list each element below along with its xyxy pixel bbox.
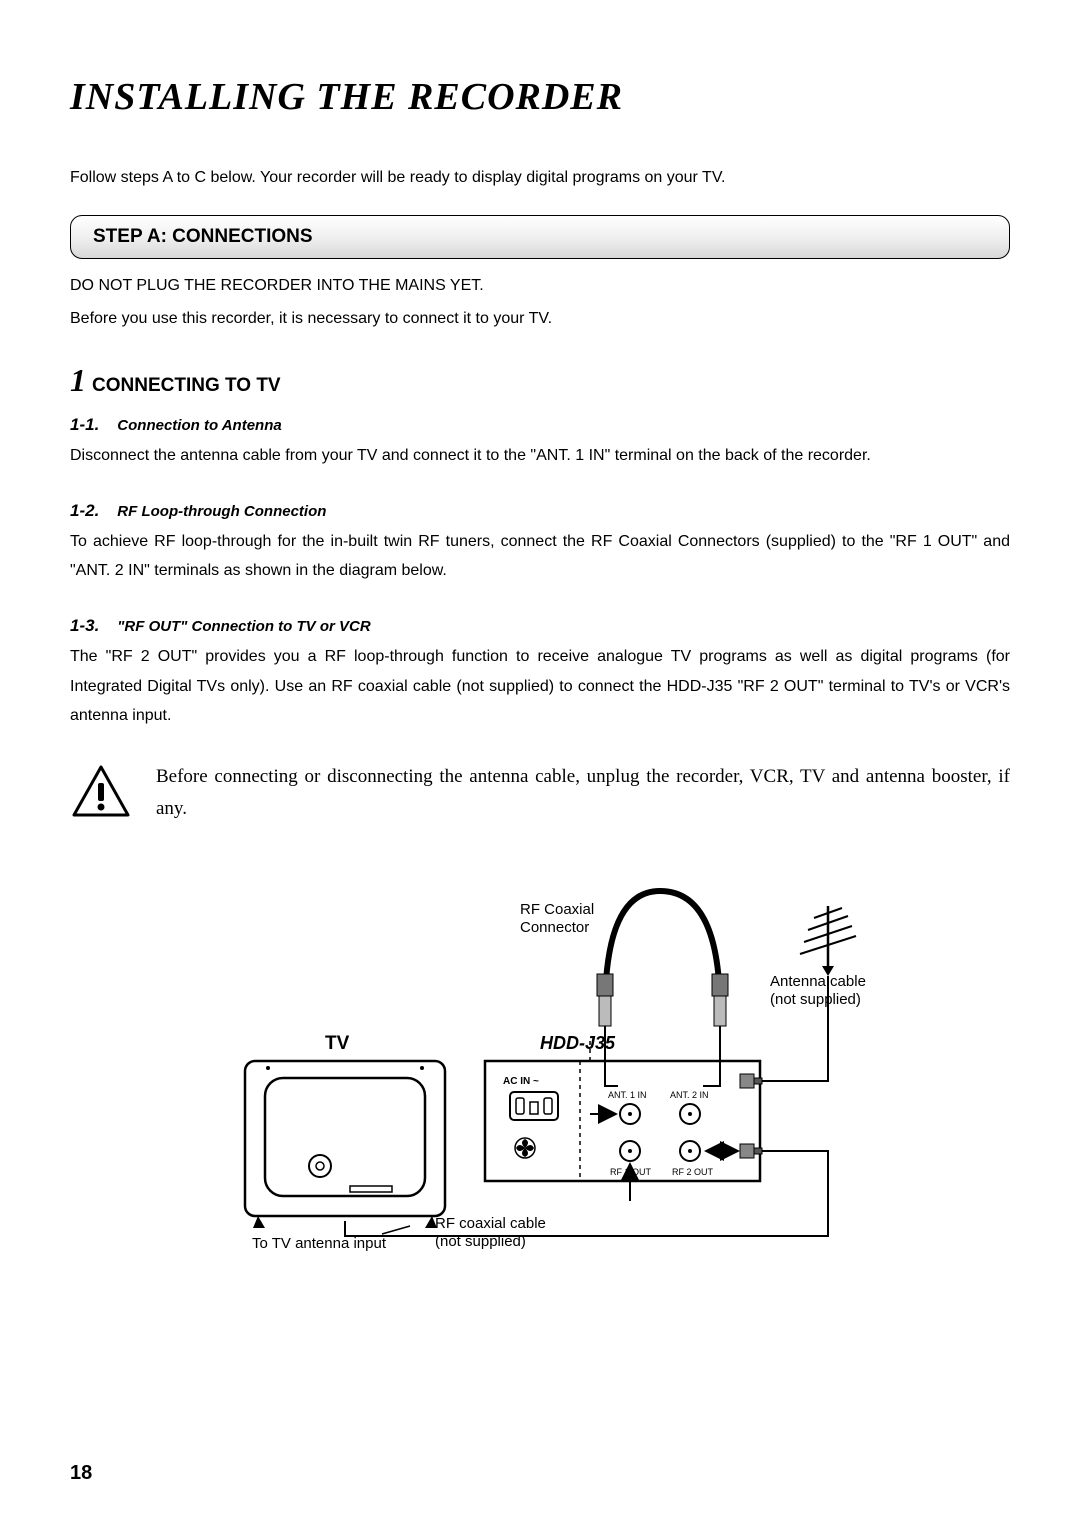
section-1-title: CONNECTING TO TV (92, 375, 281, 397)
sub-1-2-title: RF Loop-through Connection (117, 503, 326, 520)
sub-1-1-number: 1-1. (70, 415, 99, 435)
label-rf-coaxial: RF Coaxial Connector (520, 901, 598, 936)
sub-1-2-number: 1-2. (70, 501, 99, 521)
device-back-panel: AC IN ~ ANT. 1 IN ANT. 2 IN (485, 1041, 760, 1181)
label-ant1: ANT. 1 IN (608, 1090, 647, 1100)
connection-diagram: RF Coaxial Connector Antenna cable (not … (70, 866, 1010, 1286)
label-ac-in: AC IN ~ (503, 1076, 539, 1087)
label-ant2: ANT. 2 IN (670, 1090, 709, 1100)
subsection-1-1: 1-1. Connection to Antenna Disconnect th… (70, 415, 1010, 471)
sub-1-3-body: The "RF 2 OUT" provides you a RF loop-th… (70, 642, 1010, 731)
caution-text: Before connecting or disconnecting the a… (156, 761, 1010, 826)
rf-connector-left (597, 974, 613, 1026)
step-a-header: STEP A: CONNECTIONS (70, 215, 1010, 259)
sub-1-1-body: Disconnect the antenna cable from your T… (70, 441, 1010, 471)
do-not-plug-warning: DO NOT PLUG THE RECORDER INTO THE MAINS … (70, 277, 1010, 295)
label-to-tv-antenna: To TV antenna input (252, 1235, 387, 1252)
section-1-number: 1 (70, 362, 86, 399)
subsection-1-3: 1-3. "RF OUT" Connection to TV or VCR Th… (70, 616, 1010, 731)
label-rf-cable: RF coaxial cable (not supplied) (435, 1215, 550, 1250)
sub-1-1-title: Connection to Antenna (117, 417, 281, 434)
page-title: INSTALLING THE RECORDER (70, 75, 1010, 119)
plug-right-bottom (740, 1144, 768, 1158)
caution-row: Before connecting or disconnecting the a… (70, 761, 1010, 826)
plug-right-top (740, 1074, 768, 1088)
label-antenna-cable: Antenna cable (not supplied) (770, 973, 870, 1008)
rf-connector-right (712, 974, 728, 1026)
subsection-1-2: 1-2. RF Loop-through Connection To achie… (70, 501, 1010, 586)
step-a-label: STEP A: CONNECTIONS (93, 226, 313, 247)
caution-icon (70, 763, 132, 826)
sub-1-3-title: "RF OUT" Connection to TV or VCR (117, 618, 370, 635)
label-tv: TV (325, 1033, 350, 1054)
label-rf2: RF 2 OUT (672, 1167, 714, 1177)
intro-text: Follow steps A to C below. Your recorder… (70, 169, 1010, 187)
page-number: 18 (70, 1462, 92, 1485)
sub-1-2-body: To achieve RF loop-through for the in-bu… (70, 527, 1010, 586)
sub-1-3-number: 1-3. (70, 616, 99, 636)
section-1-heading: 1 CONNECTING TO TV (70, 362, 1010, 399)
pre-use-text: Before you use this recorder, it is nece… (70, 305, 1010, 332)
tv-icon (245, 1061, 445, 1228)
antenna-icon (800, 906, 856, 976)
